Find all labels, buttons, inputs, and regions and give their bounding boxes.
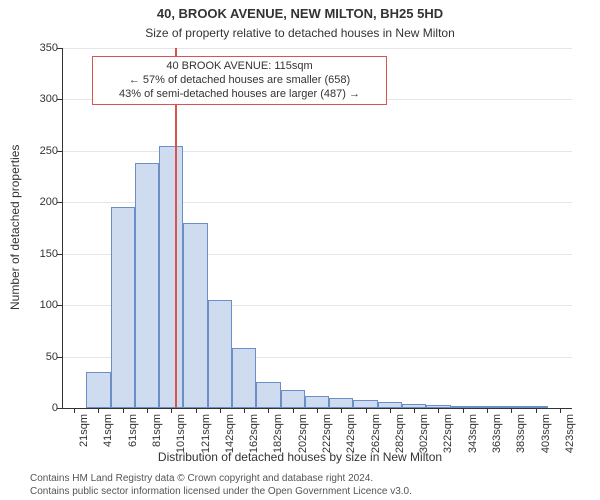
footnote-line: Contains HM Land Registry data © Crown c… <box>30 473 590 486</box>
x-tick-label: 282sqm <box>394 414 406 453</box>
y-tick-label: 150 <box>18 248 58 260</box>
annotation-line: 43% of semi-detached houses are larger (… <box>99 88 380 102</box>
chart-title: 40, BROOK AVENUE, NEW MILTON, BH25 5HD <box>0 6 600 21</box>
x-tick-label: 41sqm <box>102 414 114 447</box>
y-tick-label: 100 <box>18 299 58 311</box>
x-tick-label: 363sqm <box>491 414 503 453</box>
histogram-bar <box>329 398 353 408</box>
x-tick-label: 142sqm <box>224 414 236 453</box>
x-tick-label: 242sqm <box>345 414 357 453</box>
x-tick-label: 162sqm <box>248 414 260 453</box>
y-tick-label: 0 <box>18 402 58 414</box>
y-tick-label: 250 <box>18 145 58 157</box>
y-tick-label: 350 <box>18 42 58 54</box>
y-tick-label: 300 <box>18 93 58 105</box>
chart-subtitle: Size of property relative to detached ho… <box>0 26 600 40</box>
x-tick-label: 383sqm <box>515 414 527 453</box>
y-axis-label: Number of detached properties <box>8 145 22 310</box>
x-axis-label: Distribution of detached houses by size … <box>0 450 600 464</box>
x-tick-label: 21sqm <box>78 414 90 447</box>
histogram-bar <box>353 400 377 408</box>
x-axis-line <box>62 408 572 409</box>
x-tick-label: 202sqm <box>297 414 309 453</box>
x-tick-label: 423sqm <box>564 414 576 453</box>
x-tick-label: 322sqm <box>442 414 454 453</box>
histogram-bar <box>232 348 256 408</box>
x-tick-label: 222sqm <box>321 414 333 453</box>
annotation-box: 40 BROOK AVENUE: 115sqm← 57% of detached… <box>92 56 387 105</box>
histogram-bar <box>256 382 280 408</box>
histogram-bar <box>183 223 207 408</box>
x-tick-label: 182sqm <box>272 414 284 453</box>
x-tick-label: 302sqm <box>418 414 430 453</box>
x-tick-label: 343sqm <box>467 414 479 453</box>
y-axis-line <box>62 48 63 408</box>
x-tick-label: 403sqm <box>540 414 552 453</box>
x-tick-label: 121sqm <box>200 414 212 453</box>
histogram-bar <box>281 390 305 409</box>
annotation-line: ← 57% of detached houses are smaller (65… <box>99 74 380 88</box>
histogram-bar <box>305 396 329 408</box>
histogram-bar <box>208 300 232 408</box>
histogram-bar <box>135 163 159 408</box>
histogram-bar <box>111 207 135 408</box>
annotation-line: 40 BROOK AVENUE: 115sqm <box>99 60 380 74</box>
x-tick-label: 101sqm <box>175 414 187 453</box>
y-tick-label: 200 <box>18 196 58 208</box>
chart-footnote: Contains HM Land Registry data © Crown c… <box>30 473 590 498</box>
grid-line <box>62 48 572 49</box>
plot-area: 05010015020025030035021sqm41sqm61sqm81sq… <box>62 48 572 408</box>
property-size-histogram: 40, BROOK AVENUE, NEW MILTON, BH25 5HD S… <box>0 0 600 500</box>
x-tick-label: 81sqm <box>151 414 163 447</box>
histogram-bar <box>159 146 183 408</box>
footnote-line: Contains public sector information licen… <box>30 486 590 499</box>
y-tick-label: 50 <box>18 351 58 363</box>
grid-line <box>62 151 572 152</box>
x-tick-label: 61sqm <box>127 414 139 447</box>
histogram-bar <box>86 372 110 408</box>
x-tick-label: 262sqm <box>370 414 382 453</box>
plot-inner: 05010015020025030035021sqm41sqm61sqm81sq… <box>62 48 572 408</box>
